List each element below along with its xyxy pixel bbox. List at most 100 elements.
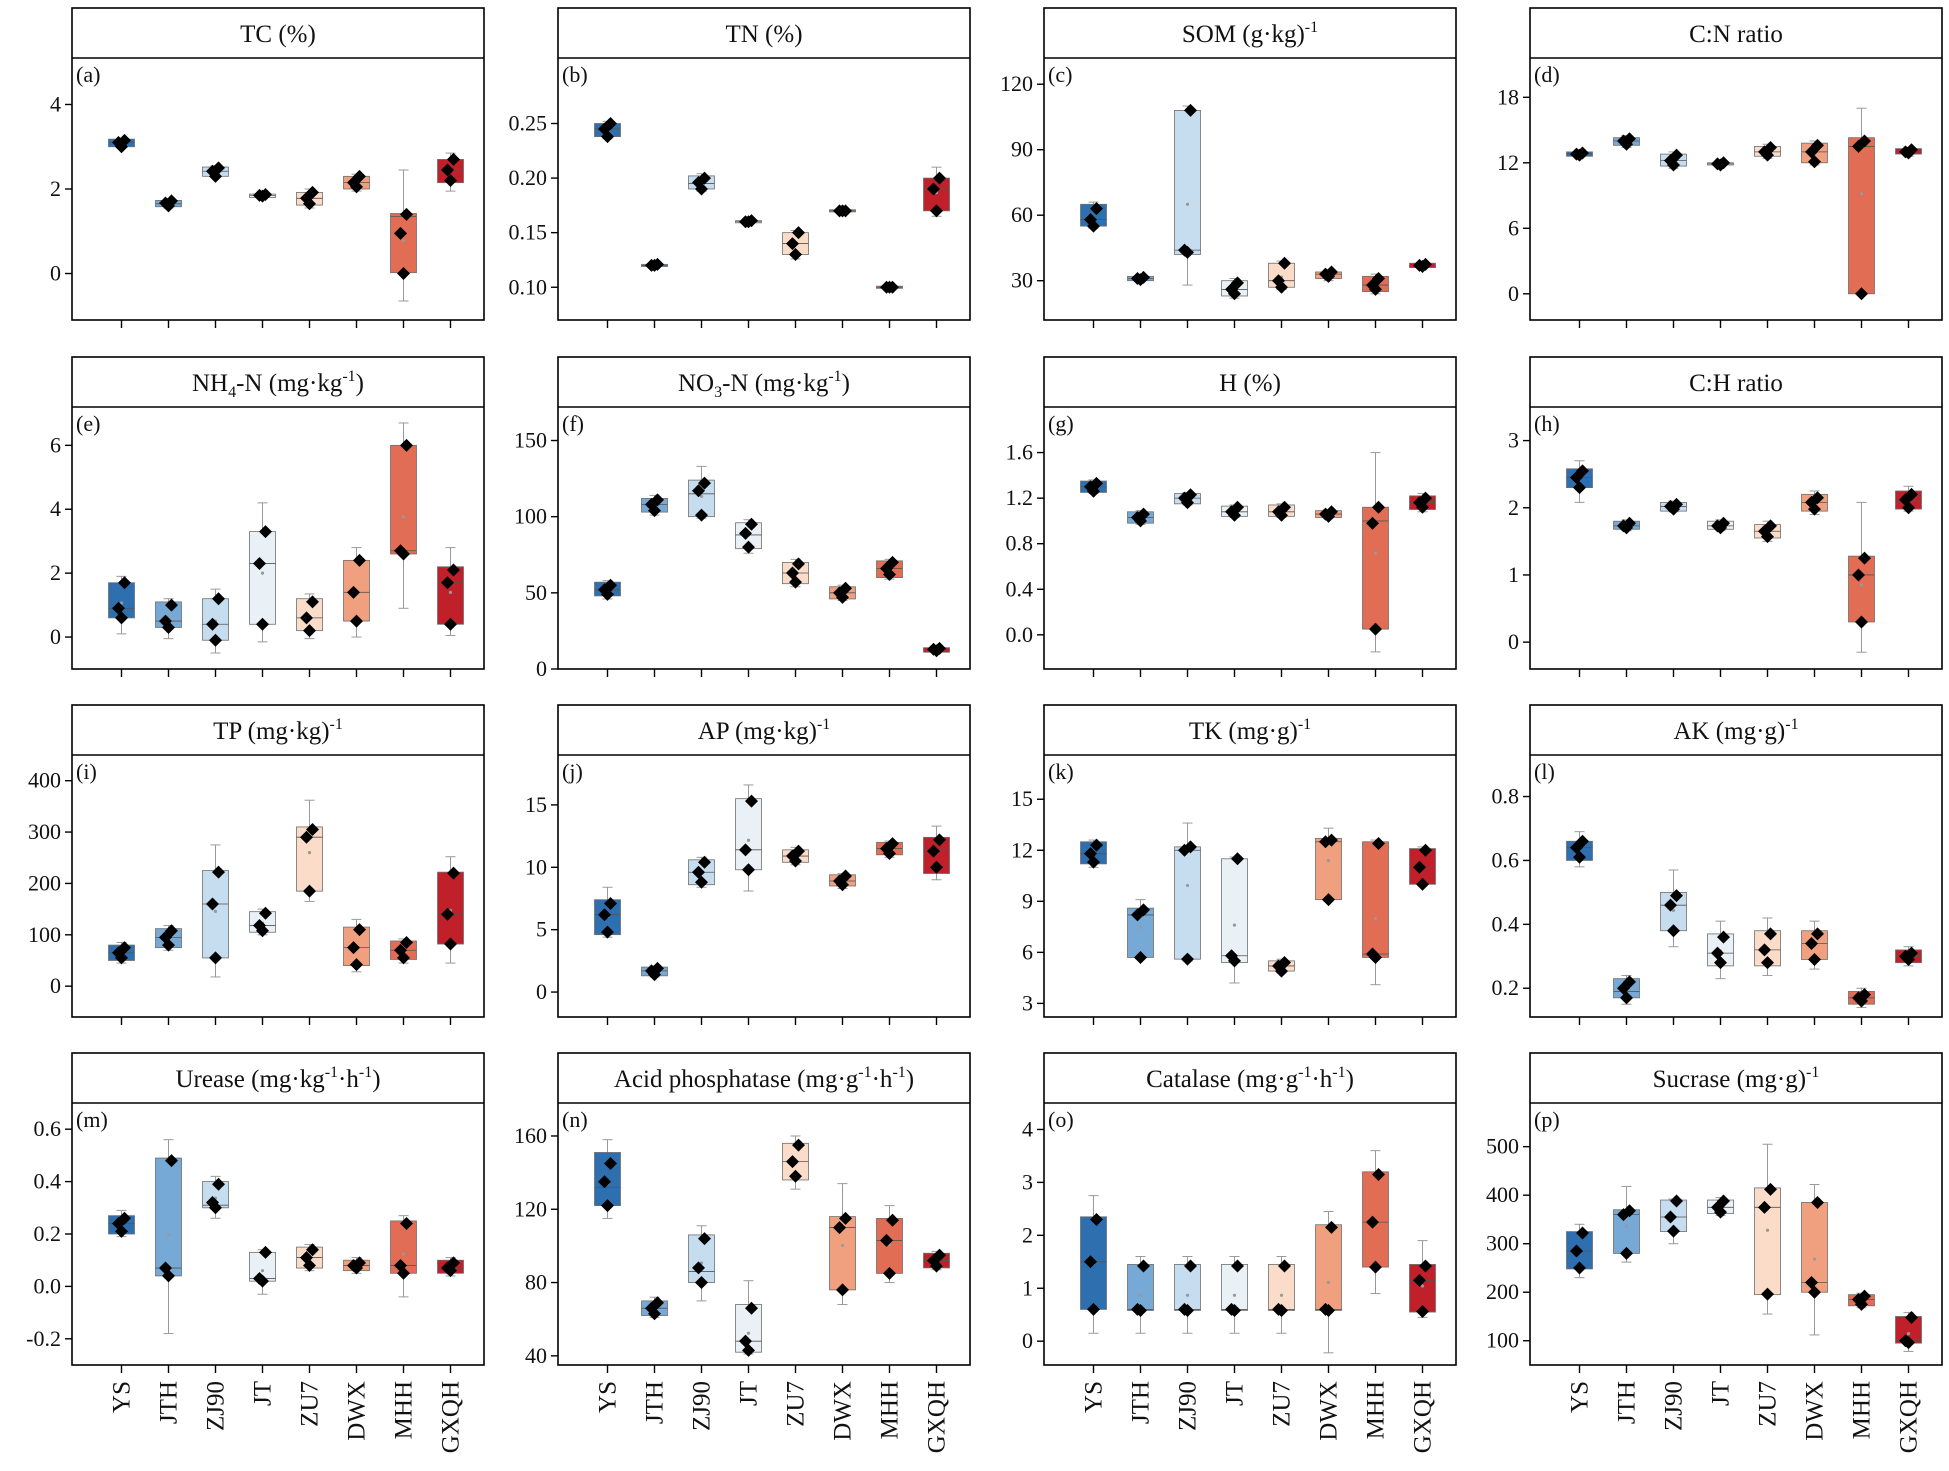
box-GXQH — [437, 1256, 464, 1278]
data-point — [1761, 1287, 1774, 1301]
data-point — [1369, 622, 1382, 636]
data-point — [1808, 1285, 1821, 1299]
data-point — [1623, 132, 1636, 146]
data-point — [1090, 1212, 1103, 1226]
y-tick-label: 0.25 — [509, 111, 548, 136]
data-point — [601, 925, 614, 939]
title-text: -N (mg·kg — [236, 370, 343, 397]
box-MHH — [1848, 1289, 1875, 1311]
data-point — [792, 557, 805, 571]
box-ZJ90 — [688, 1225, 715, 1302]
y-tick-label: 300 — [28, 819, 61, 844]
title-text: Urease (mg·kg — [175, 1066, 325, 1093]
data-point — [792, 1138, 805, 1152]
box-ZJ90 — [1660, 497, 1687, 516]
data-point — [1858, 551, 1871, 565]
box-YS — [1080, 201, 1107, 233]
box-JT — [249, 906, 276, 938]
box-ZU7 — [782, 844, 809, 868]
box-YS — [1566, 1223, 1593, 1279]
data-point — [745, 1301, 758, 1315]
box-JTH — [1127, 899, 1154, 964]
mean-dot — [1812, 1257, 1817, 1261]
data-point — [1811, 491, 1824, 505]
box-JTH — [1613, 516, 1640, 535]
y-tick-label: 6 — [1022, 939, 1033, 964]
data-point — [1858, 988, 1871, 1002]
data-point — [300, 1251, 313, 1265]
data-point — [115, 611, 128, 625]
data-point — [1372, 500, 1385, 514]
title-text: H (%) — [1219, 370, 1281, 397]
data-point — [792, 226, 805, 240]
mean-dot — [448, 590, 453, 594]
data-point — [347, 585, 360, 599]
y-tick-label: 15 — [1011, 786, 1033, 811]
data-point — [1573, 481, 1586, 495]
panel-label: (e) — [76, 411, 100, 436]
data-point — [1178, 1302, 1191, 1316]
panel-label: (m) — [76, 1107, 108, 1132]
data-point — [353, 923, 366, 937]
box-body — [735, 798, 762, 871]
box-DWX — [829, 1183, 856, 1306]
data-point — [1369, 1260, 1382, 1274]
box-MHH — [876, 1205, 903, 1284]
panel-frame — [1043, 356, 1457, 670]
data-point — [1181, 952, 1194, 966]
box-body — [1409, 1264, 1436, 1313]
data-point — [1620, 991, 1633, 1005]
box-GXQH — [437, 547, 464, 636]
data-point — [933, 641, 946, 655]
data-point — [118, 133, 131, 147]
data-point — [1278, 256, 1291, 270]
panel-a: TC (%) (a) 0 2 4 — [50, 7, 485, 328]
mean-dot — [1765, 1228, 1770, 1232]
mean-dot — [260, 571, 265, 575]
data-point — [441, 163, 454, 177]
title-superscript: -1 — [342, 368, 355, 385]
panel-frame — [557, 1052, 971, 1366]
box-DWX — [343, 547, 370, 638]
panel-h: C:H ratio (h) 0 1 2 3 — [1508, 356, 1943, 677]
box-JT — [1221, 852, 1248, 984]
y-tick-label: 0.8 — [1006, 531, 1034, 556]
y-tick-label: 1 — [1508, 562, 1519, 587]
data-point — [441, 576, 454, 590]
title-text: C:H ratio — [1689, 370, 1783, 397]
mean-dot — [1232, 1293, 1237, 1297]
data-point — [930, 860, 943, 874]
data-point — [1225, 1302, 1238, 1316]
box-JT — [249, 187, 276, 203]
data-point — [212, 865, 225, 879]
data-point — [306, 595, 319, 609]
title-text: ) — [906, 1066, 914, 1093]
data-point — [112, 601, 125, 615]
x-tick-label-MHH: MHH — [391, 1381, 418, 1439]
panel-title: SOM (g·kg)-1 — [1182, 19, 1318, 48]
data-point — [1664, 898, 1677, 912]
box-GXQH — [1409, 257, 1436, 274]
data-point — [1905, 1310, 1918, 1324]
data-point — [1905, 946, 1918, 960]
title-text: TC (%) — [240, 21, 316, 48]
box-JTH — [1127, 507, 1154, 528]
mean-dot — [1138, 1293, 1143, 1297]
panel-title: TC (%) — [240, 21, 316, 48]
title-text: ) — [321, 718, 329, 745]
panel-label: (d) — [1534, 62, 1560, 87]
box-DWX — [829, 581, 856, 604]
box-MHH — [390, 169, 417, 302]
data-point — [303, 624, 316, 638]
data-point — [1805, 1276, 1818, 1290]
box-GXQH — [1409, 491, 1436, 514]
box-ZU7 — [1268, 256, 1295, 294]
data-point — [1717, 516, 1730, 530]
data-point — [1272, 1302, 1285, 1316]
box-YS — [1080, 838, 1107, 869]
data-point — [1623, 975, 1636, 989]
y-tick-label: 30 — [1011, 268, 1033, 293]
data-point — [1573, 850, 1586, 864]
box-JTH — [1613, 974, 1640, 1005]
box-MHH — [1362, 272, 1389, 296]
